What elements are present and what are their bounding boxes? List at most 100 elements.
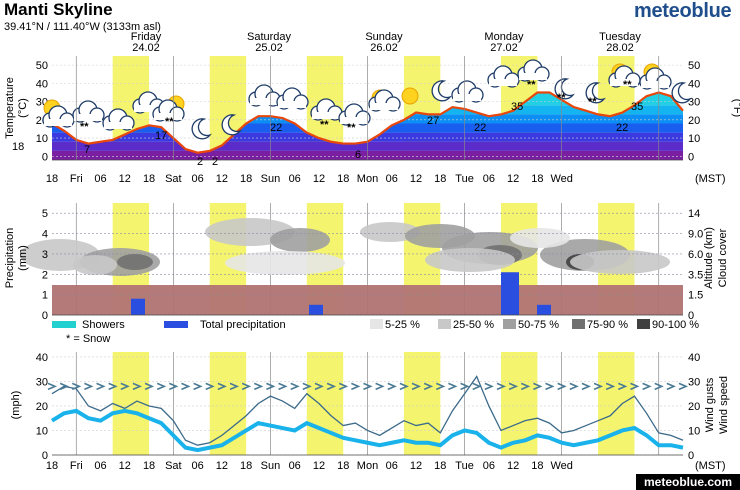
wind-tick-left: 10	[36, 425, 48, 437]
wind-direction-arrow	[678, 382, 689, 391]
wind-direction-arrow	[314, 382, 324, 391]
cloud-legend-swatch	[572, 319, 585, 329]
temperature-tick-right: 50	[688, 60, 700, 72]
cloud-legend-label: 25-50 %	[453, 319, 494, 331]
precip-bar	[501, 272, 519, 315]
time-axis-label: (MST)	[695, 460, 726, 472]
time-axis-label: Sat	[165, 173, 182, 185]
altitude-tick: 1.5	[688, 290, 703, 302]
wind-tick-right: 0	[688, 450, 694, 462]
cloud-cover-area	[570, 250, 670, 274]
cloud-legend-label: 75-90 %	[587, 319, 628, 331]
precip-tick: 0	[42, 310, 48, 322]
time-axis-label: Sun	[261, 173, 281, 185]
wind-direction-arrow	[326, 382, 337, 391]
cloud-cover-area	[360, 222, 420, 242]
cloud-icon	[338, 103, 371, 126]
wind-direction-arrow	[399, 382, 409, 391]
time-axis-label: 18	[143, 460, 155, 472]
time-axis-label: 06	[94, 173, 106, 185]
day-name: Monday	[484, 31, 524, 43]
temperature-tick-right: 0	[688, 151, 694, 163]
time-axis-label: 06	[483, 173, 495, 185]
day-date: 28.02	[606, 42, 634, 54]
wind-direction-arrow	[545, 382, 555, 391]
temperature-annotation: 2	[197, 156, 203, 168]
precip-tick: 1	[42, 290, 48, 302]
cloud-icon	[102, 108, 135, 131]
temperature-annotation: 2	[212, 156, 218, 168]
wind-direction-arrow	[278, 382, 288, 391]
time-axis-label: 06	[94, 460, 106, 472]
wind-direction-arrow	[484, 382, 494, 391]
time-axis-label: 12	[507, 460, 519, 472]
wind-direction-arrow	[435, 382, 446, 391]
wind-direction-arrow	[666, 382, 676, 391]
time-axis-label: 18	[337, 173, 349, 185]
moon-icon	[191, 118, 212, 140]
time-axis-label: 06	[483, 460, 495, 472]
time-axis-label: 18	[46, 173, 58, 185]
wind-tick-right: 10	[688, 425, 700, 437]
wind-tick-left: 40	[36, 352, 48, 364]
time-axis-label: Mon	[357, 460, 378, 472]
temperature-annotation: 35	[511, 101, 523, 113]
precip-tick: 4	[42, 229, 48, 241]
cloud-icon	[608, 65, 641, 88]
wind-direction-arrow	[144, 382, 155, 391]
temperature-annotation: 6	[355, 149, 361, 161]
time-axis-label: 18	[240, 173, 252, 185]
wind-speed-line	[50, 408, 684, 453]
wind-direction-arrow	[508, 382, 519, 391]
time-axis-label: 18	[240, 460, 252, 472]
temperature-annotation: 18	[12, 141, 24, 153]
wind-direction-arrow	[533, 382, 543, 391]
time-axis-label: 18	[531, 460, 543, 472]
snow-icon: **	[623, 79, 632, 91]
wind-direction-arrow	[193, 382, 203, 391]
wind-direction-arrow	[630, 382, 640, 391]
brand-logo[interactable]: meteoblue	[634, 0, 732, 22]
footer-brand-link[interactable]: meteoblue.com	[636, 474, 740, 490]
wind-direction-arrow	[71, 382, 82, 391]
precip-unit: (mm)	[17, 245, 29, 271]
day-date: 24.02	[132, 42, 160, 54]
snow-icon: **	[80, 121, 89, 133]
wind-direction-arrow	[520, 382, 531, 391]
day-name: Friday	[131, 31, 162, 43]
wind-gusts-line	[51, 375, 684, 446]
wind-direction-arrow	[472, 382, 482, 391]
precip-bar	[537, 304, 551, 315]
wind-direction-arrow	[302, 382, 312, 391]
temperature-annotation: 22	[270, 122, 282, 134]
wind-tick-left: 0	[42, 450, 48, 462]
location-coordinates: 39.41°N / 111.40°W (3133m asl)	[4, 21, 161, 33]
time-axis-label: 18	[46, 460, 58, 472]
time-axis-label: 12	[216, 173, 228, 185]
wind-direction-arrow	[169, 382, 179, 391]
wind-tick-right: 20	[688, 401, 700, 413]
wind-direction-arrow	[375, 382, 385, 391]
wind-direction-arrow	[387, 382, 397, 391]
moon-icon	[671, 82, 692, 104]
precip-tick: 3	[42, 249, 48, 261]
cloud-icon	[368, 89, 401, 112]
cloud-legend-label: 90-100 %	[652, 319, 699, 331]
low-cloud-layer	[52, 285, 683, 315]
wind-direction-arrow	[290, 382, 300, 391]
time-axis-label: Wed	[550, 173, 572, 185]
wind-direction-arrow	[605, 382, 616, 391]
wind-tick-left: 20	[36, 401, 48, 413]
snow-icon: **	[165, 116, 174, 128]
cloud-icon	[487, 65, 520, 88]
temperature-unit-c: (°C)	[17, 98, 29, 118]
time-axis-label: 12	[313, 460, 325, 472]
precip-axis-label: Precipitation	[4, 228, 16, 289]
wind-unit-label: (mph)	[10, 391, 22, 420]
temperature-tick-right: 30	[688, 97, 700, 109]
time-axis-label: 06	[191, 173, 203, 185]
cloud-icon	[248, 84, 281, 107]
precip-bar	[131, 298, 145, 315]
wind-direction-arrow	[59, 382, 70, 391]
